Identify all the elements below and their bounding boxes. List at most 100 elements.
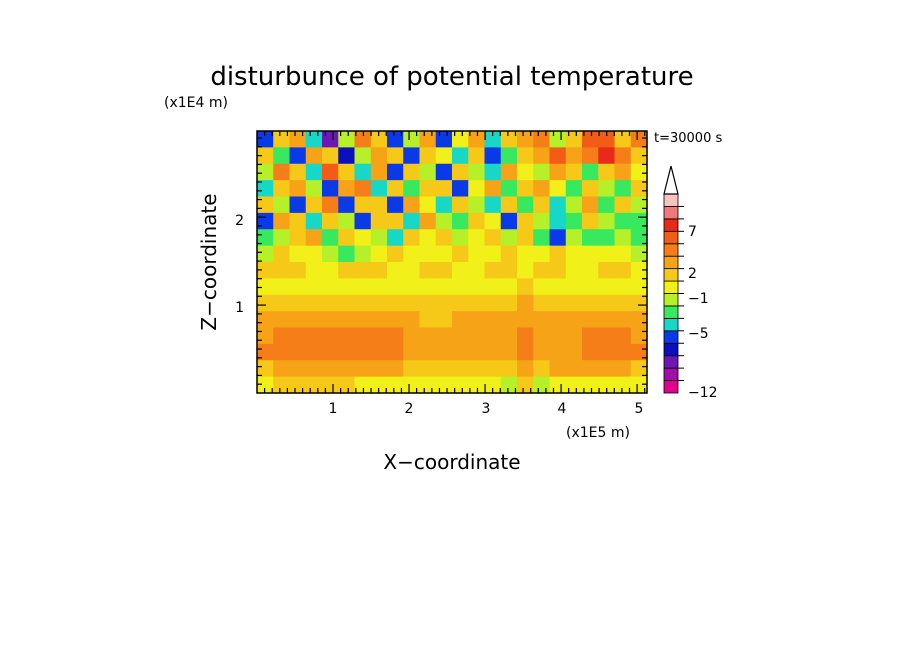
- heatmap-cell: [289, 294, 307, 312]
- heatmap-cell: [338, 196, 356, 214]
- heatmap-cell: [305, 360, 323, 378]
- heatmap-cell: [370, 376, 388, 394]
- heatmap-cell: [598, 212, 616, 230]
- heatmap-cell: [273, 212, 291, 230]
- heatmap-cell: [484, 262, 502, 279]
- heatmap-cell: [614, 376, 632, 394]
- heatmap-cell: [565, 327, 583, 345]
- heatmap-cell: [500, 180, 518, 198]
- heatmap-cell: [468, 311, 486, 329]
- heatmap-cell: [435, 294, 453, 312]
- heatmap-cell: [403, 147, 421, 165]
- heatmap-cell: [354, 262, 372, 279]
- colorbar-swatch: [663, 317, 679, 332]
- heatmap-cell: [387, 294, 404, 312]
- heatmap-cell: [305, 376, 323, 394]
- heatmap-cell: [614, 311, 632, 329]
- heatmap-cell: [419, 278, 437, 296]
- heatmap-cell: [289, 212, 307, 230]
- heatmap-cell: [403, 262, 421, 279]
- colorbar-swatch: [663, 367, 679, 381]
- heatmap-cell: [289, 229, 307, 247]
- heatmap-cell: [370, 245, 388, 263]
- heatmap-cell: [338, 294, 356, 312]
- heatmap-cell: [582, 327, 599, 345]
- heatmap-cell: [403, 294, 421, 312]
- axis-ticks: [257, 131, 647, 393]
- heatmap-cell: [273, 262, 291, 279]
- heatmap-cell: [630, 147, 648, 165]
- heatmap-cell: [630, 131, 648, 148]
- heatmap-cell: [517, 360, 534, 378]
- heatmap-cell: [435, 327, 453, 345]
- heatmap-cell: [468, 327, 486, 345]
- heatmap-cell: [338, 229, 356, 247]
- heatmap-cell: [517, 343, 534, 361]
- heatmap-cell: [354, 294, 372, 312]
- heatmap-cell: [549, 343, 567, 361]
- heatmap-cell: [598, 196, 616, 214]
- heatmap-cell: [452, 327, 469, 345]
- heatmap-cell: [305, 343, 323, 361]
- heatmap-cell: [387, 131, 404, 148]
- heatmap-cell: [582, 343, 599, 361]
- colorbar-swatch: [663, 193, 679, 207]
- heatmap-cell: [614, 147, 632, 165]
- heatmap-cell: [354, 278, 372, 296]
- heatmap-cell: [257, 196, 274, 214]
- heatmap-cell: [549, 278, 567, 296]
- heatmap-cell: [338, 262, 356, 279]
- heatmap-cell: [419, 229, 437, 247]
- heatmap-cell: [468, 180, 486, 198]
- heatmap-cell: [500, 163, 518, 181]
- heatmap-cell: [419, 212, 437, 230]
- heatmap-cell: [598, 163, 616, 181]
- heatmap-cell: [289, 262, 307, 279]
- heatmap-cell: [549, 262, 567, 279]
- heatmap-cell: [468, 163, 486, 181]
- heatmap-cell: [517, 311, 534, 329]
- heatmap-cell: [354, 311, 372, 329]
- heatmap-cell: [419, 147, 437, 165]
- heatmap-cell: [549, 245, 567, 263]
- heatmap-cell: [484, 360, 502, 378]
- plot-frame: [256, 130, 648, 394]
- heatmap-cell: [614, 196, 632, 214]
- heatmap-cell: [435, 278, 453, 296]
- heatmap-cell: [614, 262, 632, 279]
- heatmap-cell: [533, 180, 551, 198]
- heatmap-cell: [468, 360, 486, 378]
- heatmap-cell: [452, 376, 469, 394]
- heatmap-cell: [419, 311, 437, 329]
- heatmap-cell: [452, 343, 469, 361]
- heatmap-cell: [305, 327, 323, 345]
- heatmap-cell: [403, 343, 421, 361]
- heatmap-cell: [452, 360, 469, 378]
- heatmap-cell: [403, 245, 421, 263]
- heatmap-cell: [517, 262, 534, 279]
- heatmap-cell: [630, 212, 648, 230]
- heatmap-cell: [257, 212, 274, 230]
- heatmap-cell: [484, 245, 502, 263]
- heatmap-cell: [582, 278, 599, 296]
- colorbar-labels: 7 2 −1 −5 −12: [688, 224, 718, 401]
- heatmap-cell: [614, 212, 632, 230]
- heatmap-cell: [419, 360, 437, 378]
- heatmap-cell: [533, 196, 551, 214]
- heatmap-cell: [322, 180, 339, 198]
- heatmap-cell: [484, 327, 502, 345]
- x-tick-label: 2: [405, 401, 414, 417]
- heatmap-cell: [387, 180, 404, 198]
- heatmap-cell: [582, 294, 599, 312]
- heatmap-cell: [500, 376, 518, 394]
- heatmap-cell: [565, 376, 583, 394]
- heatmap-cell: [484, 147, 502, 165]
- heatmap-cell: [435, 376, 453, 394]
- colorbar-label: −5: [688, 326, 709, 342]
- heatmap-cell: [582, 360, 599, 378]
- heatmap-cell: [452, 278, 469, 296]
- heatmap-cell: [419, 163, 437, 181]
- heatmap-cell: [468, 196, 486, 214]
- heatmap-cell: [338, 147, 356, 165]
